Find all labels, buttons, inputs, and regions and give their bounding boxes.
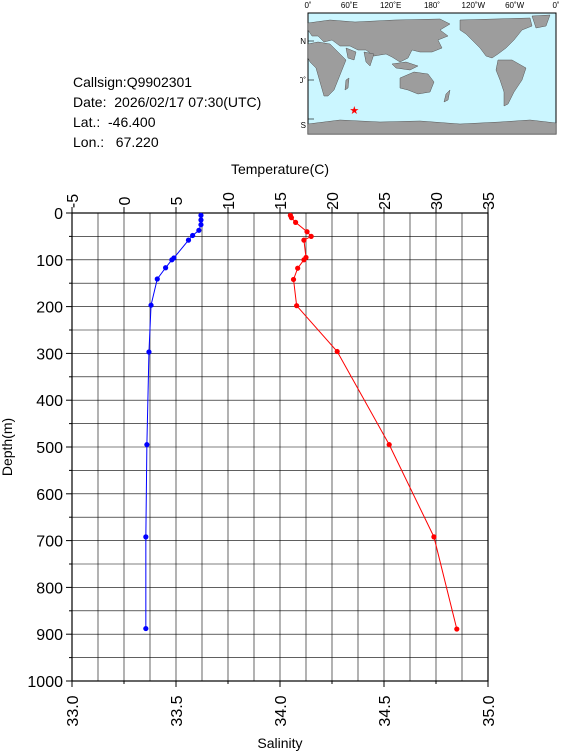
temperature-data-point [386,442,392,448]
temperature-data-point [301,257,307,263]
salinity-tick-label: 35.0 [481,695,498,726]
temperature-tick-label: -5 [65,194,82,208]
temperature-data-point [454,626,460,632]
map-gridlines [308,40,314,120]
salinity-data-point [143,534,149,540]
map-land [307,14,557,135]
temperature-tick-label: 5 [169,196,186,205]
salinity-data-point [185,237,192,243]
temperature-data-point [303,254,309,261]
temperature-data-point [431,534,437,540]
salinity-data-point [198,212,204,218]
temperature-tick-label: 10 [221,192,238,210]
data-series [143,212,460,632]
salinity-data-point [196,227,202,233]
map-lon-label: 180˚ [424,1,440,10]
depth-tick-label: 1000 [27,674,63,691]
salinity-profile-line [145,215,202,629]
temperature-data-point [295,265,301,271]
map-lat-label: 0˚ [300,76,306,85]
temperature-data-point [288,215,295,221]
salinity-data-point [198,222,204,228]
station-marker-icon: ★ [349,104,359,117]
location-map: 0˚ 60˚E 120˚E 180˚ 120˚W 60˚W 0˚ 60˚N 0˚ 60˚S ★ [300,1,560,135]
map-longitude-labels: 0˚ 60˚E 120˚E 180˚ 120˚W 60˚W 0˚ [304,1,559,10]
temperature-tick-label: 35 [481,192,498,210]
temperature-axis-label: Temperature(C) [231,161,329,177]
plot-frame [71,212,489,682]
salinity-data-point [163,265,169,271]
map-lat-label: 60˚N [300,37,306,46]
salinity-axis-label: Salinity [257,735,302,751]
depth-tick-label: 300 [36,346,63,363]
temperature-tick-label: 20 [325,192,342,210]
salinity-tick-label: 33.5 [169,695,186,726]
temperature-profile-line [289,215,458,630]
depth-axis: 0 100 200 300 400 500 600 700 800 900 1000 [27,206,72,691]
temperature-tick-label: 15 [273,192,290,210]
depth-tick-label: 900 [36,627,63,644]
salinity-tick-label: 33.0 [65,695,82,726]
chart-grid [71,212,489,682]
temperature-data-point [301,237,307,243]
temperature-data-point [308,233,314,239]
depth-tick-label: 500 [36,440,63,457]
map-latitude-labels: 60˚N 0˚ 60˚S [300,37,306,130]
salinity-tick-label: 34.0 [273,695,290,726]
temperature-data-point [287,212,293,218]
salinity-data-point [144,442,150,448]
salinity-data-point [171,255,177,261]
temperature-tick-label: 30 [429,192,446,210]
depth-tick-label: 100 [36,253,63,270]
salinity-data-point [190,232,196,239]
salinity-data-point [143,625,149,632]
salinity-tick-label: 34.5 [377,695,394,726]
temperature-tick-label: 25 [377,192,394,210]
depth-tick-label: 200 [36,300,63,317]
map-lat-label: 60˚S [300,121,306,130]
latitude-label: Lat.: -46.400 [73,114,156,130]
depth-tick-label: 600 [36,487,63,504]
station-info: Callsign:Q9902301 Date: 2026/02/17 07:30… [73,72,261,152]
date-label: Date: 2026/02/17 07:30(UTC) [73,94,262,110]
map-lon-label: 60˚W [505,1,525,10]
salinity-data-point [146,349,152,355]
salinity-axis: 33.0 33.5 34.0 34.5 35.0 [65,681,498,727]
temperature-data-point [304,229,310,235]
depth-tick-label: 400 [36,393,63,410]
map-lon-label: 0˚ [304,1,311,10]
depth-axis-label: Depth(m) [0,418,15,476]
salinity-data-point [154,276,160,282]
temperature-data-point [290,276,297,283]
depth-tick-label: 800 [36,580,63,597]
salinity-data-point [198,217,204,223]
callsign-label: Callsign:Q9902301 [73,74,193,90]
temperature-axis: -5 0 5 10 15 20 25 30 35 [65,192,498,213]
temperature-tick-label: 0 [117,196,134,205]
temperature-data-point [293,219,299,225]
temperature-data-point [334,348,340,355]
depth-tick-label: 0 [54,206,63,223]
map-lon-label: 120˚W [462,1,486,10]
map-lon-label: 120˚E [380,1,401,10]
salinity-data-point [148,302,154,308]
depth-tick-label: 700 [36,534,63,551]
map-lon-label: 0˚ [552,1,559,10]
temperature-data-point [294,303,300,309]
longitude-label: Lon.: 67.220 [73,134,159,150]
salinity-data-point [169,257,175,263]
map-lon-label: 60˚E [341,1,358,10]
